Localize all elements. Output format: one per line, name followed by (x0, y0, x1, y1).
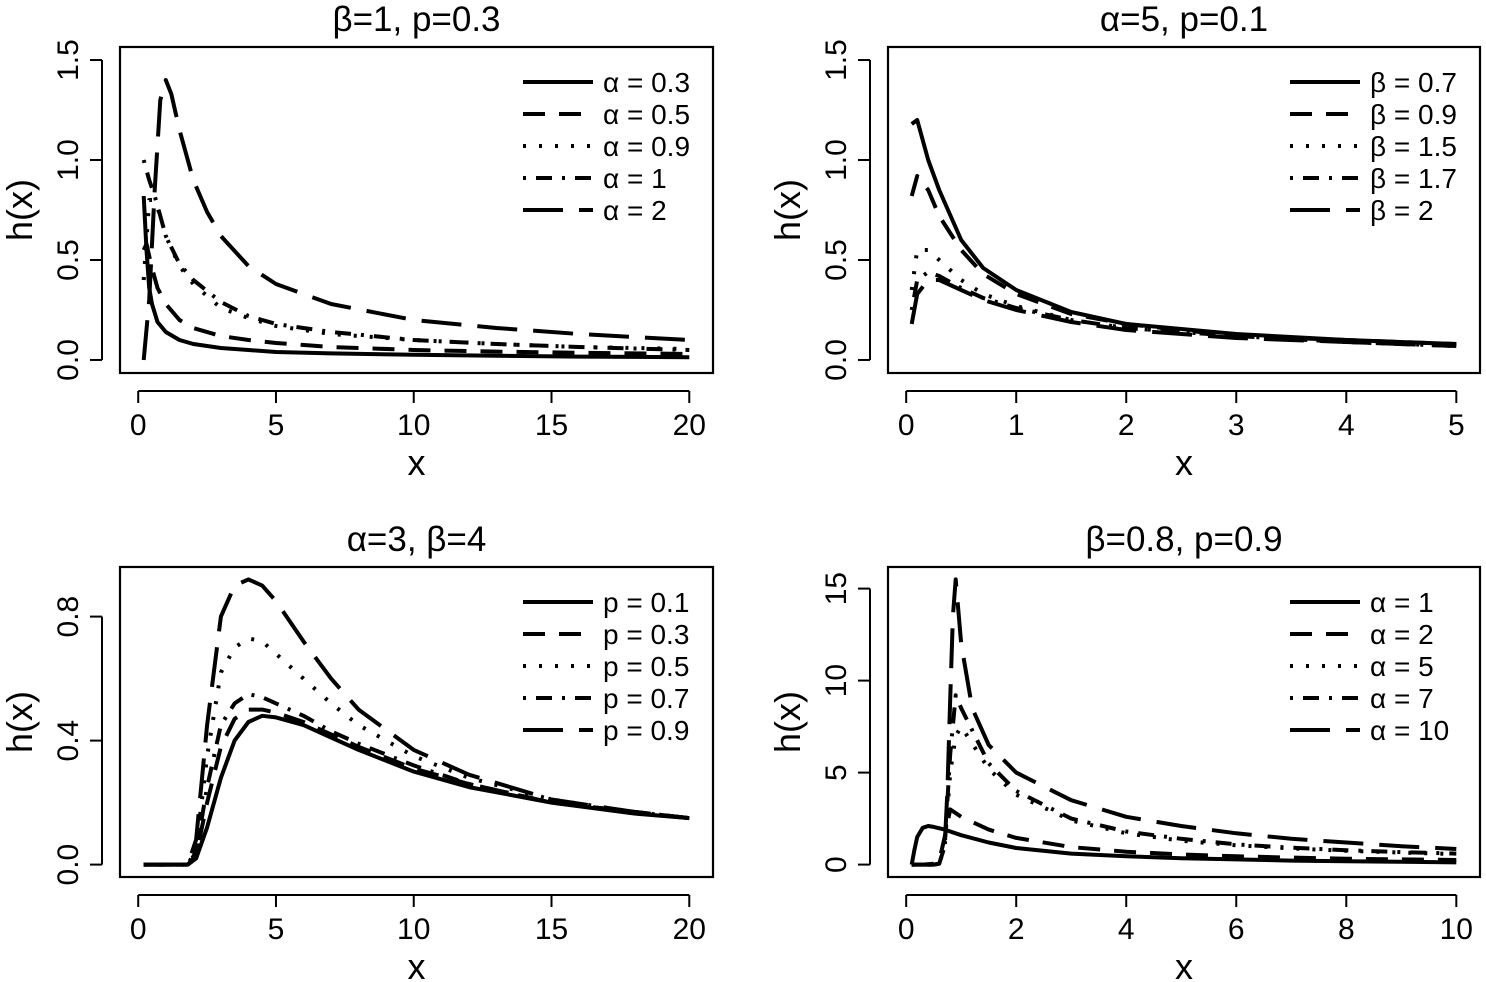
legend-label: α = 1 (603, 163, 667, 194)
plot-frame (118, 45, 715, 375)
chart-panel-1: β=1, p=0.3 0 5 10 15 20 x 0.0 0.5 1.0 1.5 h(x) α = 0… (0, 0, 715, 483)
y-tick-label: 0.8 (52, 596, 85, 638)
y-tick-label: 0.4 (52, 720, 85, 762)
x-tick-label: 20 (673, 913, 706, 946)
x-axis-label: x (1175, 946, 1193, 982)
plot-frame (118, 565, 715, 879)
y-tick-label: 1.5 (52, 39, 85, 81)
chart-panel-2: α=5, p=0.1 0 1 2 3 4 5 x 0.0 0.5 1.0 1.5 h(x) β = 0.7… (767, 0, 1482, 483)
x-tick-label: 8 (1338, 913, 1355, 946)
chart-title: α=3, β=4 (347, 520, 487, 559)
y-axis-label: h(x) (767, 179, 808, 241)
x-tick-label: 6 (1228, 913, 1245, 946)
y-tick-label: 0.0 (820, 339, 853, 381)
series-line (143, 577, 690, 867)
legend-label: α = 2 (603, 195, 667, 226)
legend-label: α = 5 (1370, 651, 1434, 682)
y-axis-label: h(x) (767, 691, 808, 753)
legend-label: β = 0.7 (1370, 67, 1457, 98)
legend-label: p = 0.9 (603, 715, 689, 746)
x-tick-label: 4 (1118, 913, 1135, 946)
legend-label: p = 0.5 (603, 651, 689, 682)
series-line (141, 242, 690, 356)
series-line (909, 270, 1457, 348)
x-tick-label: 2 (1008, 913, 1025, 946)
x-tick-label: 5 (268, 409, 285, 442)
y-axis-label: h(x) (0, 179, 40, 241)
plot-frame (886, 45, 1482, 375)
x-tick-label: 5 (1448, 409, 1465, 442)
y-tick-label: 1.0 (52, 139, 85, 181)
chart-title: β=0.8, p=0.9 (1085, 520, 1282, 559)
x-tick-label: 0 (898, 409, 915, 442)
legend-label: β = 1.5 (1370, 131, 1457, 162)
x-tick-label: 1 (1008, 409, 1025, 442)
series-line (910, 118, 1457, 346)
x-tick-label: 10 (1440, 913, 1473, 946)
x-axis-label: x (408, 946, 426, 982)
series-line (911, 807, 1457, 867)
y-tick-label: 0.0 (52, 339, 85, 381)
series-line (911, 577, 1457, 867)
x-axis-label: x (408, 442, 426, 483)
x-tick-label: 3 (1228, 409, 1245, 442)
series-line (909, 824, 1457, 865)
series-line (909, 248, 1457, 348)
legend-label: β = 1.7 (1370, 163, 1457, 194)
series-line (141, 78, 690, 361)
x-tick-label: 5 (268, 913, 285, 946)
plot-frame (886, 565, 1482, 879)
y-tick-label: 10 (820, 664, 853, 697)
legend-label: α = 0.9 (603, 131, 690, 162)
x-axis-label: x (1175, 442, 1193, 483)
x-tick-label: 20 (673, 409, 706, 442)
x-tick-label: 0 (130, 913, 147, 946)
series-line (909, 278, 1457, 348)
x-tick-label: 10 (397, 913, 430, 946)
x-tick-label: 15 (535, 409, 568, 442)
x-tick-label: 0 (898, 913, 915, 946)
y-tick-label: 0.5 (820, 239, 853, 281)
legend-label: p = 0.7 (603, 683, 689, 714)
y-tick-label: 0.0 (52, 844, 85, 886)
legend-label: α = 7 (1370, 683, 1434, 714)
legend-label: α = 0.3 (603, 67, 690, 98)
chart-title: β=1, p=0.3 (332, 0, 500, 39)
series-line (143, 692, 690, 867)
y-tick-label: 15 (820, 572, 853, 605)
series-line (909, 174, 1457, 346)
y-tick-label: 0.5 (52, 239, 85, 281)
y-tick-label: 0 (820, 856, 853, 873)
legend-label: α = 2 (1370, 619, 1434, 650)
chart-panel-4: β=0.8, p=0.9 0 2 4 6 8 10 x 0 5 10 15 h(x) α = 1α = 2… (767, 520, 1482, 982)
y-tick-label: 5 (820, 764, 853, 781)
legend-label: α = 10 (1370, 715, 1449, 746)
legend-label: β = 0.9 (1370, 99, 1457, 130)
legend-label: α = 0.5 (603, 99, 690, 130)
x-tick-label: 0 (130, 409, 147, 442)
legend-label: α = 1 (1370, 587, 1434, 618)
legend-label: p = 0.1 (603, 587, 689, 618)
x-tick-label: 10 (397, 409, 430, 442)
x-tick-label: 2 (1118, 409, 1135, 442)
legend-label: p = 0.3 (603, 619, 689, 650)
x-tick-label: 4 (1338, 409, 1355, 442)
x-tick-label: 15 (535, 913, 568, 946)
y-tick-label: 1.5 (820, 39, 853, 81)
y-axis-label: h(x) (0, 691, 40, 753)
y-tick-label: 1.0 (820, 139, 853, 181)
chart-title: α=5, p=0.1 (1100, 0, 1268, 39)
legend-label: β = 2 (1370, 195, 1434, 226)
